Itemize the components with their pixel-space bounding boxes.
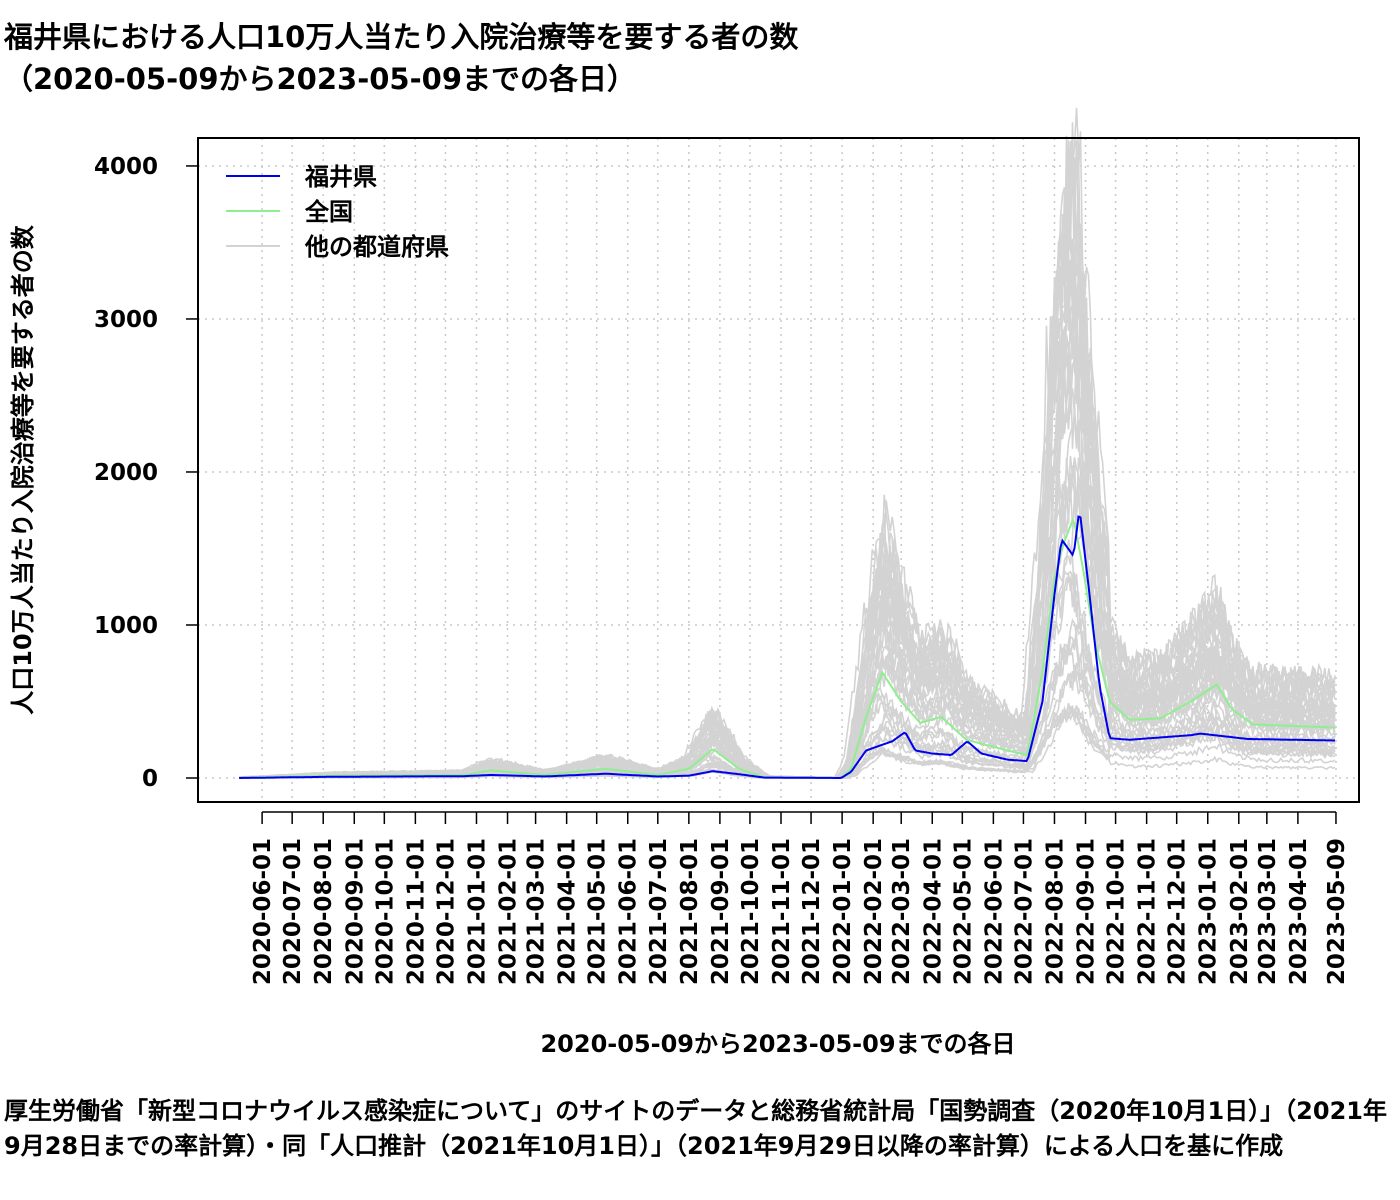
other-prefecture-line	[239, 456, 1336, 779]
y-tick-label: 3000	[94, 307, 158, 333]
fukui-line	[239, 515, 1335, 779]
x-axis: 2020-06-01 2020-07-01 2020-08-01 2020-09-01…	[250, 811, 1350, 985]
other-prefecture-line	[239, 198, 1336, 779]
x-tick-label: 2022-10-01	[1104, 838, 1130, 985]
x-tick-label: 2021-04-01	[555, 838, 581, 985]
plot-frame	[197, 137, 1360, 803]
x-tick-label: 2021-05-01	[585, 838, 611, 985]
x-tick-label: 2021-11-01	[769, 838, 795, 985]
legend-label: 全国	[304, 198, 353, 226]
chart-title-line2: （2020-05-09から2023-05-09までの各日）	[4, 62, 636, 96]
y-tick-label: 4000	[94, 154, 158, 180]
legend-label: 他の都道府県	[304, 233, 449, 261]
other-prefecture-line	[239, 457, 1336, 779]
x-tick-label: 2022-06-01	[981, 838, 1007, 985]
x-tick-label: 2023-04-01	[1286, 838, 1312, 985]
x-tick-label: 2023-02-01	[1227, 838, 1253, 985]
x-tick-label: 2020-07-01	[280, 838, 306, 985]
y-tick-label: 0	[142, 766, 158, 792]
x-tick-label: 2022-09-01	[1074, 838, 1100, 985]
x-axis-title: 2020-05-09から2023-05-09までの各日	[540, 1030, 1015, 1058]
y-tick-label: 1000	[94, 613, 158, 639]
x-tick-label: 2022-11-01	[1135, 838, 1161, 985]
x-tick-label: 2021-08-01	[677, 838, 703, 985]
x-tick-label: 2021-03-01	[524, 838, 550, 985]
chart-title-line1: 福井県における人口10万人当たり入院治療等を要する者の数	[4, 20, 799, 54]
x-tick-label: 2022-08-01	[1042, 838, 1068, 985]
x-tick-label: 2021-09-01	[708, 838, 734, 985]
y-tick-label: 2000	[94, 460, 158, 486]
x-tick-label: 2022-12-01	[1165, 838, 1191, 985]
x-tick-label: 2020-06-01	[250, 838, 276, 985]
x-tick-label: 2022-04-01	[920, 838, 946, 985]
x-tick-label: 2021-12-01	[799, 838, 825, 985]
x-tick-label: 2021-02-01	[496, 838, 522, 985]
legend-label: 福井県	[304, 163, 377, 191]
chart-title: 福井県における人口10万人当たり入院治療等を要する者の数 （2020-05-09…	[4, 16, 798, 100]
x-tick-label: 2022-07-01	[1011, 838, 1037, 985]
x-tick-label: 2021-01-01	[464, 838, 490, 985]
y-axis-title: 人口10万人当たり入院治療等を要する者の数	[9, 224, 37, 714]
series-lines	[239, 515, 1336, 779]
x-tick-label: 2023-01-01	[1196, 838, 1222, 985]
x-tick-label: 2022-01-01	[830, 838, 856, 985]
x-tick-label: 2023-03-01	[1255, 838, 1281, 985]
x-tick-label: 2020-12-01	[433, 838, 459, 985]
other-prefecture-line	[239, 465, 1336, 779]
x-tick-label: 2023-05-09	[1324, 838, 1350, 985]
x-tick-label: 2021-06-01	[616, 838, 642, 985]
x-tick-label: 2021-10-01	[738, 838, 764, 985]
x-tick-label: 2020-09-01	[342, 838, 368, 985]
other-prefecture-line	[239, 457, 1336, 779]
source-note: 厚生労働省「新型コロナウイルス感染症について」のサイトのデータと総務省統計局「国…	[4, 1097, 1387, 1160]
other-prefecture-lines	[238, 107, 1336, 779]
x-tick-label: 2020-11-01	[403, 838, 429, 985]
x-tick-label: 2021-07-01	[646, 838, 672, 985]
x-tick-label: 2022-02-01	[861, 838, 887, 985]
other-prefecture-line	[239, 568, 1336, 779]
x-tick-label: 2020-10-01	[372, 838, 398, 985]
x-tick-label: 2020-08-01	[311, 838, 337, 985]
x-tick-label: 2022-05-01	[950, 838, 976, 985]
y-axis: 0 1000 2000 3000 4000	[94, 154, 198, 792]
x-tick-label: 2022-03-01	[889, 838, 915, 985]
